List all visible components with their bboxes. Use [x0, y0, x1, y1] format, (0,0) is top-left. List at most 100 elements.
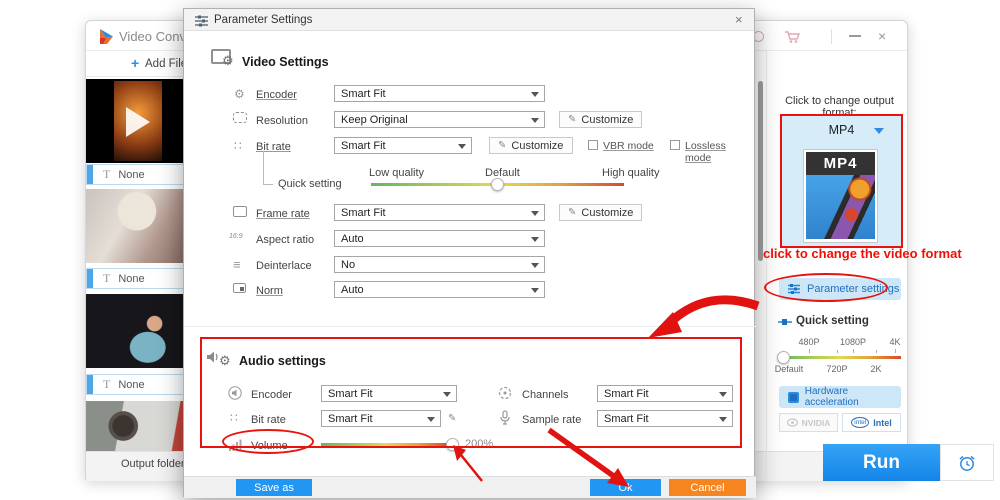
slider-tick: [853, 349, 854, 353]
text-tool-icon: T: [103, 271, 111, 285]
run-button[interactable]: Run: [823, 444, 940, 481]
chevron-down-icon[interactable]: [874, 128, 884, 134]
sample-rate-select[interactable]: Smart Fit: [597, 410, 733, 427]
deinterlace-value: No: [341, 259, 356, 271]
volume-label: Volume: [251, 440, 288, 452]
dialog-close-button[interactable]: ×: [735, 12, 743, 27]
close-button[interactable]: ×: [878, 28, 887, 44]
sample-rate-mic-icon: [500, 410, 510, 425]
encoder-select[interactable]: Smart Fit: [334, 85, 545, 102]
pencil-icon: ✎: [498, 140, 507, 151]
save-as-button[interactable]: Save as: [236, 479, 312, 496]
subtitle-row[interactable]: T None: [86, 164, 184, 185]
video-thumbnail[interactable]: [86, 189, 184, 263]
app-title: Video Conve: [119, 29, 194, 44]
quick-setting-label: Quick setting: [796, 315, 869, 327]
bitrate-label[interactable]: Bit rate: [256, 141, 291, 153]
selection-stripe: [87, 269, 93, 288]
video-thumbnail[interactable]: [86, 294, 184, 368]
subtitle-row[interactable]: T None: [86, 374, 184, 395]
channels-label: Channels: [522, 389, 569, 401]
nvidia-logo-icon: [786, 418, 798, 427]
framerate-select[interactable]: Smart Fit: [334, 204, 545, 221]
sliders-icon: [788, 284, 800, 294]
store-cart-icon[interactable]: [784, 30, 800, 44]
dropdown-arrow-icon: [531, 92, 539, 97]
subtitle-value: None: [118, 168, 145, 181]
encoder-value: Smart Fit: [341, 88, 386, 100]
volume-slider-thumb[interactable]: [446, 438, 459, 451]
norm-monitor-icon: [233, 283, 246, 293]
quick-setting-slider-thumb[interactable]: [777, 351, 790, 364]
lossless-mode-label[interactable]: Lossless mode: [685, 140, 726, 164]
slider-label-720p: 720P: [826, 364, 848, 374]
volume-value: 200%: [465, 438, 494, 450]
low-quality-label: Low quality: [369, 167, 425, 179]
audio-bitrate-select[interactable]: Smart Fit: [321, 410, 441, 427]
audio-settings-title: Audio settings: [239, 354, 326, 368]
dropdown-arrow-icon: [443, 392, 451, 397]
default-label: Default: [485, 167, 520, 179]
gear-icon: ⚙: [219, 353, 231, 368]
resolution-select[interactable]: Keep Original: [334, 111, 545, 128]
lossless-mode-checkbox[interactable]: [670, 140, 680, 150]
schedule-button[interactable]: [940, 444, 994, 481]
scrollbar[interactable]: [758, 81, 763, 261]
pencil-icon[interactable]: ✎: [448, 413, 457, 424]
video-thumbnail[interactable]: [86, 401, 184, 451]
add-files-plus-icon[interactable]: +: [131, 55, 140, 71]
titlebar-separator: [831, 29, 832, 44]
dropdown-arrow-icon: [531, 288, 539, 293]
customize-label: Customize: [581, 113, 634, 126]
parameter-settings-button[interactable]: Parameter settings: [779, 278, 901, 300]
deinterlace-select[interactable]: No: [334, 256, 545, 273]
nvidia-toggle[interactable]: NVIDIA: [779, 413, 838, 432]
vbr-mode-checkbox[interactable]: [588, 140, 598, 150]
format-icon-label: MP4: [806, 152, 875, 175]
sample-rate-value: Smart Fit: [604, 413, 649, 425]
intel-toggle[interactable]: intel Intel: [842, 413, 901, 432]
dropdown-arrow-icon: [427, 417, 435, 422]
resolution-customize-button[interactable]: ✎ Customize: [559, 111, 642, 128]
add-files-button[interactable]: Add Files: [145, 58, 193, 70]
gear-icon: ⚙: [222, 53, 234, 68]
norm-value: Auto: [341, 284, 364, 296]
framerate-value: Smart Fit: [341, 207, 386, 219]
quick-setting-slider[interactable]: [779, 356, 901, 359]
deinterlace-icon: ≡: [233, 257, 241, 272]
norm-label[interactable]: Norm: [256, 285, 283, 297]
vbr-mode-label[interactable]: VBR mode: [603, 140, 654, 152]
quality-slider-thumb[interactable]: [491, 178, 504, 191]
audio-bitrate-dots-icon: ∷: [230, 411, 238, 425]
hardware-acceleration-label: Hardware acceleration: [804, 386, 859, 408]
framerate-label[interactable]: Frame rate: [256, 208, 310, 220]
selection-stripe: [87, 165, 93, 184]
audio-encoder-select[interactable]: Smart Fit: [321, 385, 457, 402]
bitrate-select[interactable]: Smart Fit: [334, 137, 472, 154]
dropdown-arrow-icon: [458, 144, 466, 149]
encoder-label[interactable]: Encoder: [256, 89, 297, 101]
aspect-ratio-select[interactable]: Auto: [334, 230, 545, 247]
volume-slider[interactable]: [321, 443, 451, 446]
bitrate-value: Smart Fit: [341, 140, 386, 152]
cancel-button[interactable]: Cancel: [669, 479, 746, 496]
norm-select[interactable]: Auto: [334, 281, 545, 298]
channels-select[interactable]: Smart Fit: [597, 385, 733, 402]
alarm-clock-icon: [959, 455, 975, 471]
hardware-acceleration-button[interactable]: Hardware acceleration: [779, 386, 901, 408]
save-as-label: Save as: [254, 481, 294, 494]
format-icon: MP4: [803, 149, 878, 243]
minimize-button[interactable]: [849, 35, 861, 37]
framerate-customize-button[interactable]: ✎ Customize: [559, 204, 642, 221]
subtitle-row[interactable]: T None: [86, 268, 184, 289]
framerate-icon: [233, 206, 247, 217]
video-thumbnail[interactable]: [86, 79, 184, 163]
bitrate-customize-button[interactable]: ✎ Customize: [489, 137, 573, 154]
slider-label-default: Default: [774, 364, 804, 374]
output-format-box[interactable]: MP4 MP4: [780, 114, 903, 248]
video-settings-title: Video Settings: [242, 55, 329, 69]
dropdown-arrow-icon: [531, 211, 539, 216]
ok-button[interactable]: Ok: [590, 479, 661, 496]
format-icon-image: [806, 175, 875, 239]
